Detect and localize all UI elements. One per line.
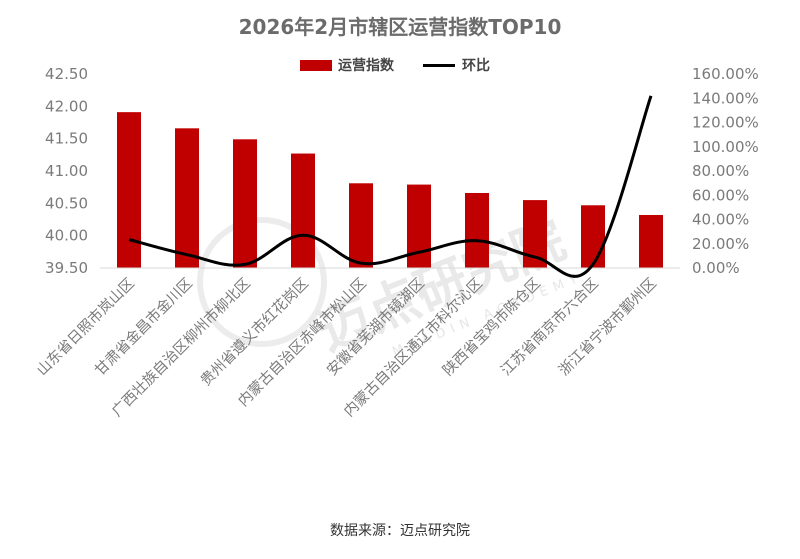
right-tick-label: 20.00%	[692, 235, 749, 253]
bar	[349, 183, 373, 268]
left-tick-label: 41.50	[45, 130, 88, 148]
right-tick-label: 160.00%	[692, 65, 759, 83]
right-tick-label: 40.00%	[692, 211, 749, 229]
bar	[233, 139, 257, 268]
bar	[291, 153, 315, 268]
right-tick-label: 60.00%	[692, 186, 749, 204]
right-tick-label: 140.00%	[692, 89, 759, 107]
category-label: 浙江省宁波市鄞州区	[556, 275, 660, 379]
left-tick-label: 39.50	[45, 259, 88, 277]
left-axis: 39.50 40.00 40.50 41.00 41.50 42.00 42.50	[45, 65, 88, 277]
chart-title: 2026年2月市辖区运营指数TOP10	[239, 15, 562, 39]
line-series	[128, 95, 653, 278]
legend-label-line: 环比	[462, 57, 490, 74]
right-tick-label: 0.00%	[692, 259, 740, 277]
left-tick-label: 42.50	[45, 65, 88, 83]
left-tick-label: 41.00	[45, 162, 88, 180]
bar	[175, 128, 199, 268]
bar	[639, 214, 663, 268]
right-tick-label: 120.00%	[692, 114, 759, 132]
legend: 运营指数 环比	[300, 57, 490, 74]
left-tick-label: 40.50	[45, 194, 88, 212]
bar	[465, 192, 489, 268]
legend-swatch-bar	[300, 60, 332, 71]
right-tick-label: 80.00%	[692, 162, 749, 180]
right-axis: 0.00% 20.00% 40.00% 60.00% 80.00% 100.00% 120.…	[692, 65, 759, 277]
left-tick-label: 40.00	[45, 227, 88, 245]
left-tick-label: 42.00	[45, 97, 88, 115]
source-note: 数据来源：迈点研究院	[330, 523, 470, 539]
category-label: 甘肃省金昌市金川区	[92, 275, 196, 379]
bar	[117, 112, 141, 268]
bar	[581, 205, 605, 268]
category-labels: 山东省日照市岚山区甘肃省金昌市金川区广西壮族自治区柳州市柳北区贵州省遵义市红花岗…	[34, 274, 660, 420]
bar-series	[117, 112, 663, 268]
right-tick-label: 100.00%	[692, 138, 759, 156]
legend-label-bar: 运营指数	[338, 57, 395, 74]
category-label: 山东省日照市岚山区	[34, 275, 138, 379]
